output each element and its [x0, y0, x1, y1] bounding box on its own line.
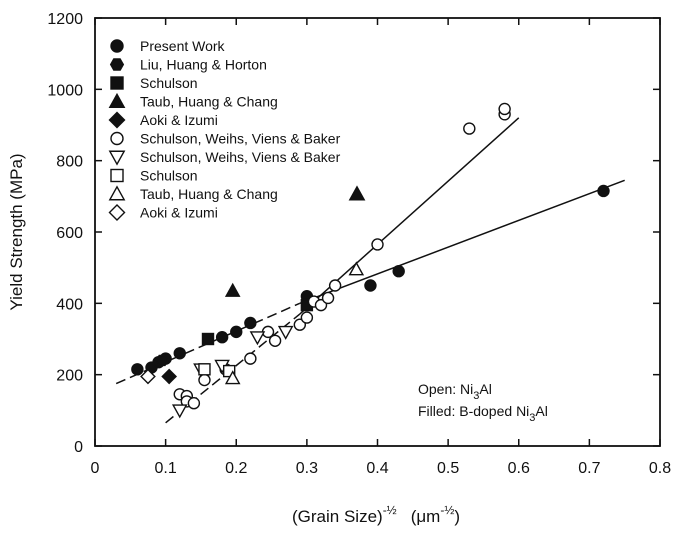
- data-point-triangle-down-open: [171, 404, 188, 419]
- legend-marker-diamond: [108, 204, 126, 221]
- data-point-circle-filled: [364, 279, 377, 292]
- data-point-circle-open: [321, 291, 335, 305]
- legend: Present Work Liu, Huang & Horton Schulson T…: [108, 38, 366, 221]
- data-point-circle-open: [371, 238, 384, 251]
- x-tick-label: 0.8: [649, 460, 671, 477]
- data-point-circle-open: [463, 122, 476, 135]
- legend-label: Aoki & Izumi: [140, 205, 218, 221]
- data-point-circle-filled: [131, 363, 144, 376]
- data-point-hexagon-filled: [155, 354, 169, 367]
- y-tick-label: 1200: [47, 11, 83, 28]
- data-point-circle-open: [187, 397, 201, 410]
- legend-marker-circle: [110, 39, 124, 53]
- composition-note: Open: Ni3Al Filled: B-doped Ni3Al: [418, 381, 548, 424]
- data-point-triangle-filled: [224, 282, 241, 297]
- legend-label: Schulson: [140, 168, 198, 184]
- data-point-circle-open: [268, 334, 282, 347]
- x-tick-label: 0.1: [155, 460, 177, 477]
- legend-marker-triangle: [108, 92, 126, 108]
- x-tick-label: 0.5: [437, 460, 459, 477]
- x-tick-label: 0.3: [296, 460, 318, 477]
- y-axis-title: Yield Strength (MPa): [7, 153, 26, 310]
- data-point-circle-filled: [215, 331, 229, 344]
- data-point-circle-filled: [392, 265, 405, 278]
- y-tick-label: 800: [56, 154, 83, 171]
- data-point-square-filled: [201, 332, 215, 346]
- data-point-circle-open: [328, 279, 342, 292]
- legend-label: Aoki & Izumi: [140, 112, 218, 128]
- y-tick-label: 0: [74, 439, 83, 456]
- data-point-diamond-filled: [161, 368, 178, 385]
- legend-marker-triangle-down: [108, 150, 126, 166]
- data-point-diamond-open: [140, 368, 156, 385]
- legend-marker-triangle: [108, 185, 126, 201]
- y-tick-label: 1000: [47, 82, 83, 99]
- legend-label: Taub, Huang & Chang: [140, 94, 278, 110]
- x-axis-title: (Grain Size)-½ (μm-½): [292, 503, 460, 526]
- legend-label: Schulson: [140, 75, 198, 91]
- y-tick-label: 200: [56, 368, 83, 385]
- legend-marker-square: [110, 168, 124, 183]
- legend-marker-diamond: [108, 111, 126, 129]
- legend-label: Schulson, Weihs, Viens & Baker: [140, 149, 341, 165]
- note-open: Open: Ni3Al: [418, 381, 492, 402]
- x-tick-label: 0.7: [578, 460, 600, 477]
- data-point-circle-filled: [173, 347, 186, 360]
- y-tick-label: 600: [56, 225, 83, 242]
- legend-label: Schulson, Weihs, Viens & Baker: [140, 131, 341, 147]
- data-point-triangle-open: [224, 370, 241, 385]
- x-tick-label: 0: [91, 460, 100, 477]
- x-tick-label: 0.6: [508, 460, 530, 477]
- note-filled: Filled: B-doped Ni3Al: [418, 403, 548, 424]
- fit-line-solid: [299, 179, 625, 305]
- x-tick-label: 0.4: [366, 460, 388, 477]
- data-point-triangle-open: [348, 261, 365, 276]
- legend-marker-triangle-extra: [348, 185, 366, 201]
- legend-label: Liu, Huang & Horton: [140, 57, 267, 73]
- legend-label: Taub, Huang & Chang: [140, 186, 278, 202]
- data-point-triangle-down-open: [249, 331, 266, 346]
- data-points: [131, 102, 610, 419]
- axis-ticks: 0 0.1 0.2 0.3 0.4 0.5 0.6 0.7 0.8 0 200 400 600 800 10…: [47, 11, 671, 477]
- data-point-circle-filled: [230, 325, 243, 339]
- data-point-circle-open: [300, 311, 314, 324]
- data-point-square-open: [198, 363, 211, 376]
- legend-label: Present Work: [140, 38, 226, 54]
- legend-marker-circle: [110, 131, 124, 146]
- fit-line-dashed: [165, 313, 301, 424]
- data-point-triangle-down-open: [277, 325, 294, 340]
- data-point-circle-open: [244, 352, 257, 365]
- data-point-circle-filled: [244, 316, 257, 330]
- data-point-circle-filled: [597, 184, 610, 198]
- y-tick-label: 400: [56, 296, 83, 313]
- legend-marker-square: [110, 76, 124, 90]
- legend-marker-hexagon: [109, 58, 125, 71]
- x-tick-label: 0.2: [225, 460, 247, 477]
- data-point-circle-open: [498, 102, 511, 116]
